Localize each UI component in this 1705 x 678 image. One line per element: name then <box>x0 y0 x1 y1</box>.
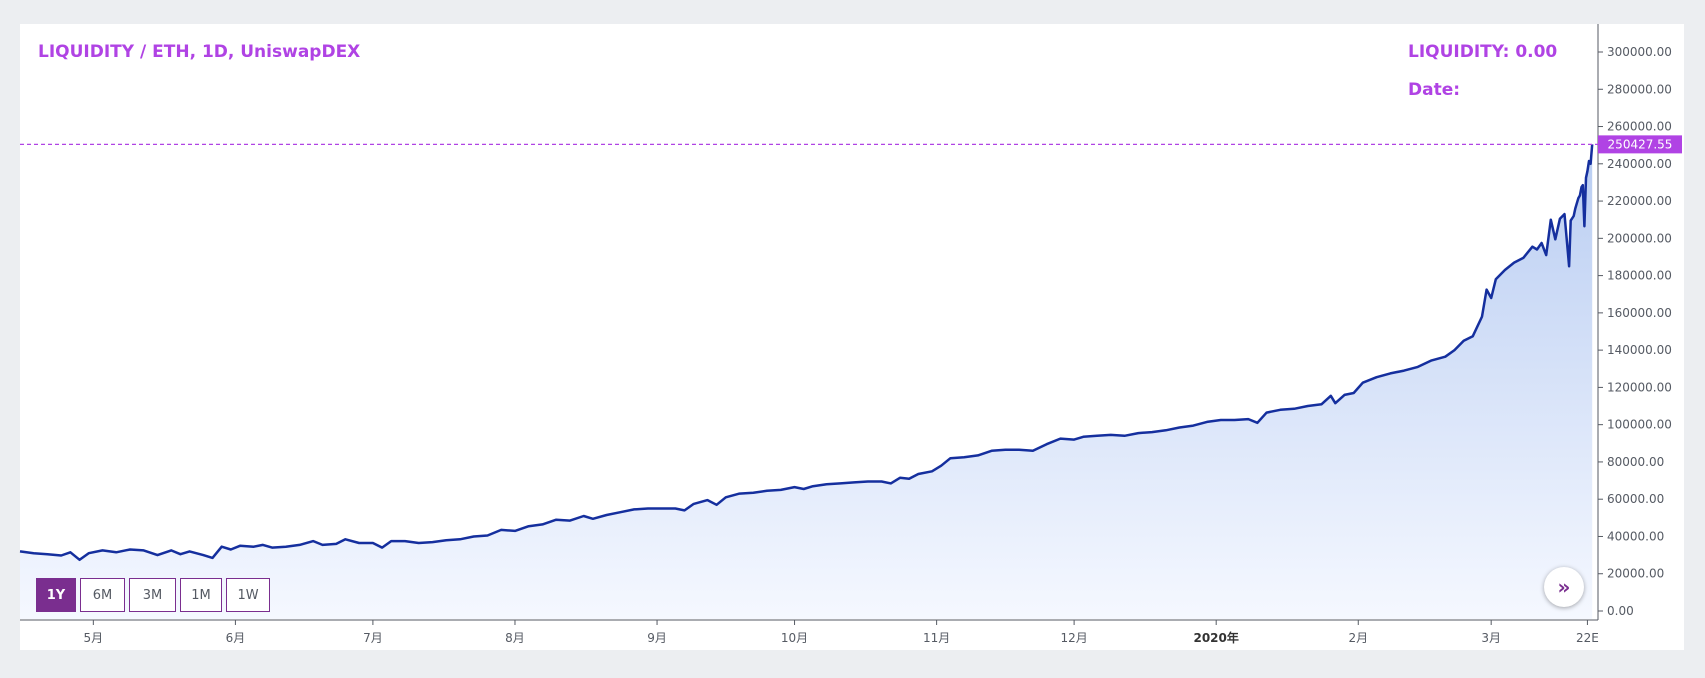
y-tick-label: 80000.00 <box>1607 455 1664 469</box>
x-tick-label: 9月 <box>647 631 667 645</box>
y-tick-label: 100000.00 <box>1607 418 1672 432</box>
y-tick-label: 20000.00 <box>1607 567 1664 581</box>
y-tick-label: 220000.00 <box>1607 194 1672 208</box>
y-tick-label: 180000.00 <box>1607 269 1672 283</box>
series-area-fill <box>20 144 1593 619</box>
scroll-to-latest-button[interactable]: » <box>1544 567 1584 607</box>
y-tick-label: 60000.00 <box>1607 492 1664 506</box>
date-label: Date: <box>1408 80 1460 100</box>
x-tick-label: 7月 <box>363 631 383 645</box>
y-tick-label: 280000.00 <box>1607 82 1672 96</box>
x-tick-label: 10月 <box>781 631 808 645</box>
range-button-6m[interactable]: 6M <box>80 578 125 612</box>
y-tick-label: 120000.00 <box>1607 380 1672 394</box>
x-tick-label: 3月 <box>1481 631 1501 645</box>
chart-title: LIQUIDITY / ETH, 1D, UniswapDEX <box>38 42 360 62</box>
x-tick-label: 6月 <box>226 631 246 645</box>
y-tick-label: 160000.00 <box>1607 306 1672 320</box>
range-button-1y[interactable]: 1Y <box>36 578 76 612</box>
x-tick-label: 5月 <box>84 631 104 645</box>
x-tick-label: 2020年 <box>1193 630 1238 645</box>
liquidity-value-label: LIQUIDITY: 0.00 <box>1408 42 1557 62</box>
y-tick-label: 240000.00 <box>1607 157 1672 171</box>
y-tick-label: 40000.00 <box>1607 529 1664 543</box>
x-tick-label: 22E <box>1576 631 1599 645</box>
range-button-1m[interactable]: 1M <box>180 578 222 612</box>
series-line <box>19 144 1594 562</box>
last-value-tag: 250427.55 <box>1598 135 1682 154</box>
y-tick-label: 140000.00 <box>1607 343 1672 357</box>
x-tick-label: 11月 <box>923 631 950 645</box>
range-button-1w[interactable]: 1W <box>226 578 270 612</box>
x-tick-label: 12月 <box>1060 631 1087 645</box>
svg-text:250427.55: 250427.55 <box>1608 137 1673 151</box>
double-chevron-right-icon: » <box>1557 575 1571 599</box>
y-tick-label: 200000.00 <box>1607 231 1672 245</box>
y-tick-label: 260000.00 <box>1607 120 1672 134</box>
range-button-3m[interactable]: 3M <box>129 578 176 612</box>
y-tick-label: 0.00 <box>1607 604 1634 618</box>
x-tick-label: 8月 <box>505 631 525 645</box>
x-tick-label: 2月 <box>1348 631 1368 645</box>
y-tick-label: 300000.00 <box>1607 45 1672 59</box>
